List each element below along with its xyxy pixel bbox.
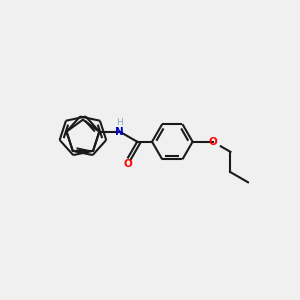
Text: H: H bbox=[116, 118, 123, 127]
Text: O: O bbox=[124, 159, 132, 169]
Text: N: N bbox=[115, 127, 124, 136]
Text: O: O bbox=[208, 137, 217, 147]
